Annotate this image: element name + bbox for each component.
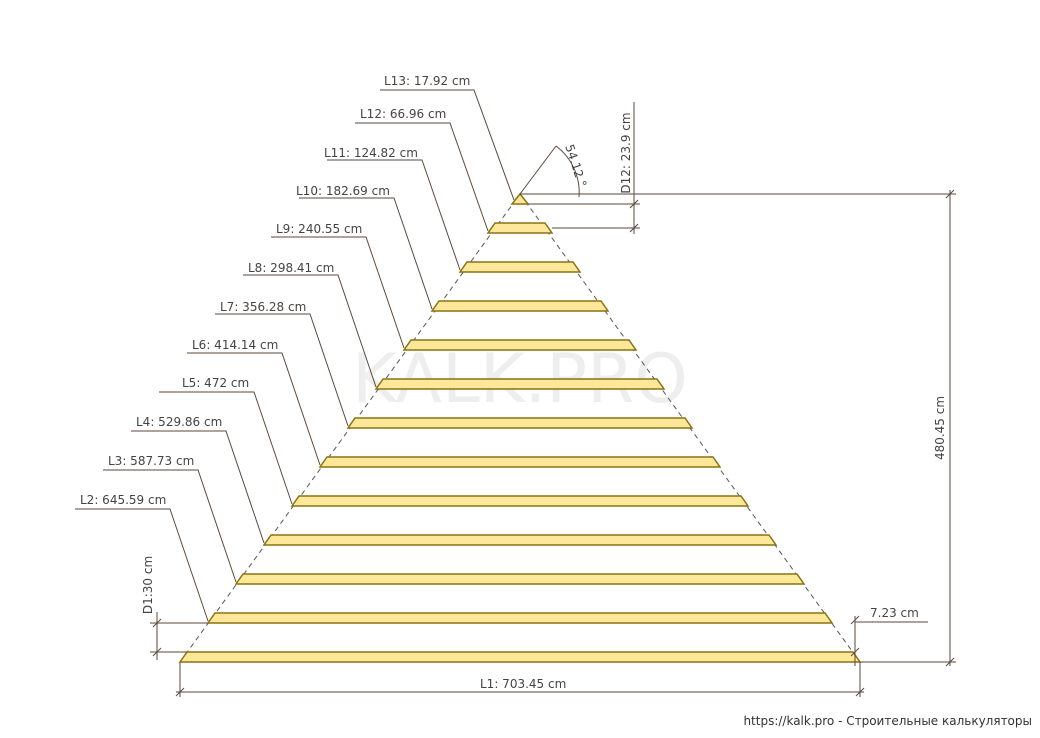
board-5 [290, 495, 750, 507]
thickness-label: 7.23 cm [870, 606, 919, 620]
board-3 [234, 573, 806, 585]
board-label-2: L2: 645.59 cm [80, 493, 166, 507]
board-label-1: L1: 703.45 cm [480, 677, 566, 691]
d1-dimension [150, 612, 208, 660]
height-label: 480.45 cm [933, 396, 947, 460]
board-8 [374, 378, 666, 390]
board-2 [206, 612, 834, 624]
footer-credit: https://kalk.pro - Строительные калькуля… [743, 714, 1032, 728]
label-leaders [75, 89, 515, 622]
board-label-11: L11: 124.82 cm [324, 146, 418, 160]
board-10 [430, 300, 610, 312]
thickness-dimension [850, 615, 928, 666]
board-label-7: L7: 356.28 cm [220, 300, 306, 314]
d12-dimension [528, 102, 640, 234]
board-label-9: L9: 240.55 cm [276, 222, 362, 236]
board-label-3: L3: 587.73 cm [108, 454, 194, 468]
board-label-10: L10: 182.69 cm [296, 184, 390, 198]
boards [178, 192, 862, 663]
board-9 [402, 339, 638, 351]
board-6 [318, 456, 722, 468]
board-label-4: L4: 529.86 cm [136, 415, 222, 429]
board-4 [262, 534, 778, 546]
board-13 [510, 192, 530, 205]
board-1 [178, 651, 862, 663]
board-label-8: L8: 298.41 cm [248, 261, 334, 275]
board-12 [486, 222, 554, 234]
width-dimension [175, 662, 865, 697]
board-label-6: L6: 414.14 cm [192, 338, 278, 352]
board-11 [458, 261, 582, 273]
board-label-12: L12: 66.96 cm [360, 107, 446, 121]
board-label-13: L13: 17.92 cm [384, 74, 470, 88]
height-dimension [520, 189, 956, 667]
board-label-5: L5: 472 cm [182, 376, 249, 390]
angle-indicator [519, 145, 583, 198]
angle-label: 54.12 ° [562, 143, 589, 189]
board-labels: L1: 703.45 cm L2: 645.59 cm L3: 587.73 c… [80, 74, 566, 691]
d1-label: D1:30 cm [141, 556, 155, 614]
d12-label: D12: 23.9 cm [619, 112, 633, 193]
board-7 [346, 417, 694, 429]
